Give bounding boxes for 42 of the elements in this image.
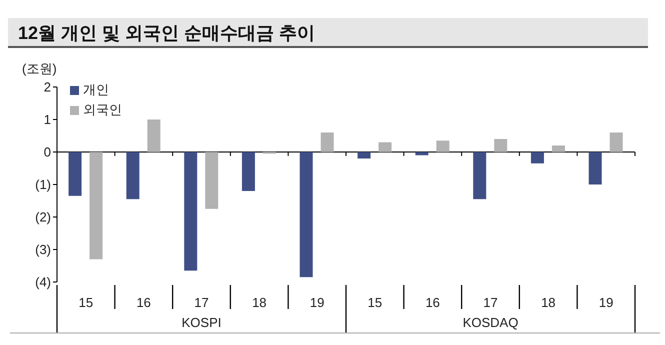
x-tick-label: 16: [425, 295, 440, 310]
x-tick-label: 18: [252, 295, 267, 310]
y-tick-label: (3): [35, 242, 51, 258]
bar: [320, 132, 334, 152]
bar: [358, 152, 371, 158]
bar: [473, 152, 486, 200]
x-tick-label: 19: [598, 295, 614, 310]
bar: [68, 152, 82, 196]
x-tick-label: 19: [310, 295, 324, 310]
bar: [126, 152, 140, 200]
x-tick-label: 15: [78, 295, 94, 310]
y-tick-label: (2): [35, 210, 51, 225]
bar: [184, 152, 198, 271]
text: KOSPI: [182, 315, 222, 330]
legend-label: 개인: [83, 81, 109, 99]
bar: [300, 152, 313, 278]
bar: [378, 142, 392, 152]
y-tick-label: 0: [44, 144, 51, 160]
bar: [588, 152, 602, 184]
x-tick-label: 18: [541, 295, 556, 310]
bar: [147, 120, 160, 152]
y-tick-label: (1): [35, 177, 51, 192]
legend-label: 외국인: [83, 101, 122, 119]
bar: [610, 132, 623, 152]
y-tick-label: 2: [44, 80, 51, 95]
y-axis-title: (조원): [22, 60, 57, 78]
bar: [530, 152, 544, 164]
x-tick-label: 16: [136, 295, 151, 310]
bar: [242, 152, 255, 191]
x-tick-label: 17: [483, 295, 498, 310]
x-tick-label: 17: [194, 295, 209, 310]
bar: [205, 152, 218, 209]
bar: [436, 140, 450, 152]
y-tick-label: 1: [44, 112, 51, 128]
bar: [494, 139, 508, 152]
bar: [90, 152, 103, 260]
chart-title: 12월 개인 및 외국인 순매수대금 추이: [8, 18, 648, 48]
bar: [552, 146, 565, 152]
bar: [415, 152, 428, 156]
y-tick-label: (4): [35, 274, 51, 290]
x-tick-label: 15: [368, 295, 382, 310]
text: KOSDAQ: [462, 315, 518, 330]
